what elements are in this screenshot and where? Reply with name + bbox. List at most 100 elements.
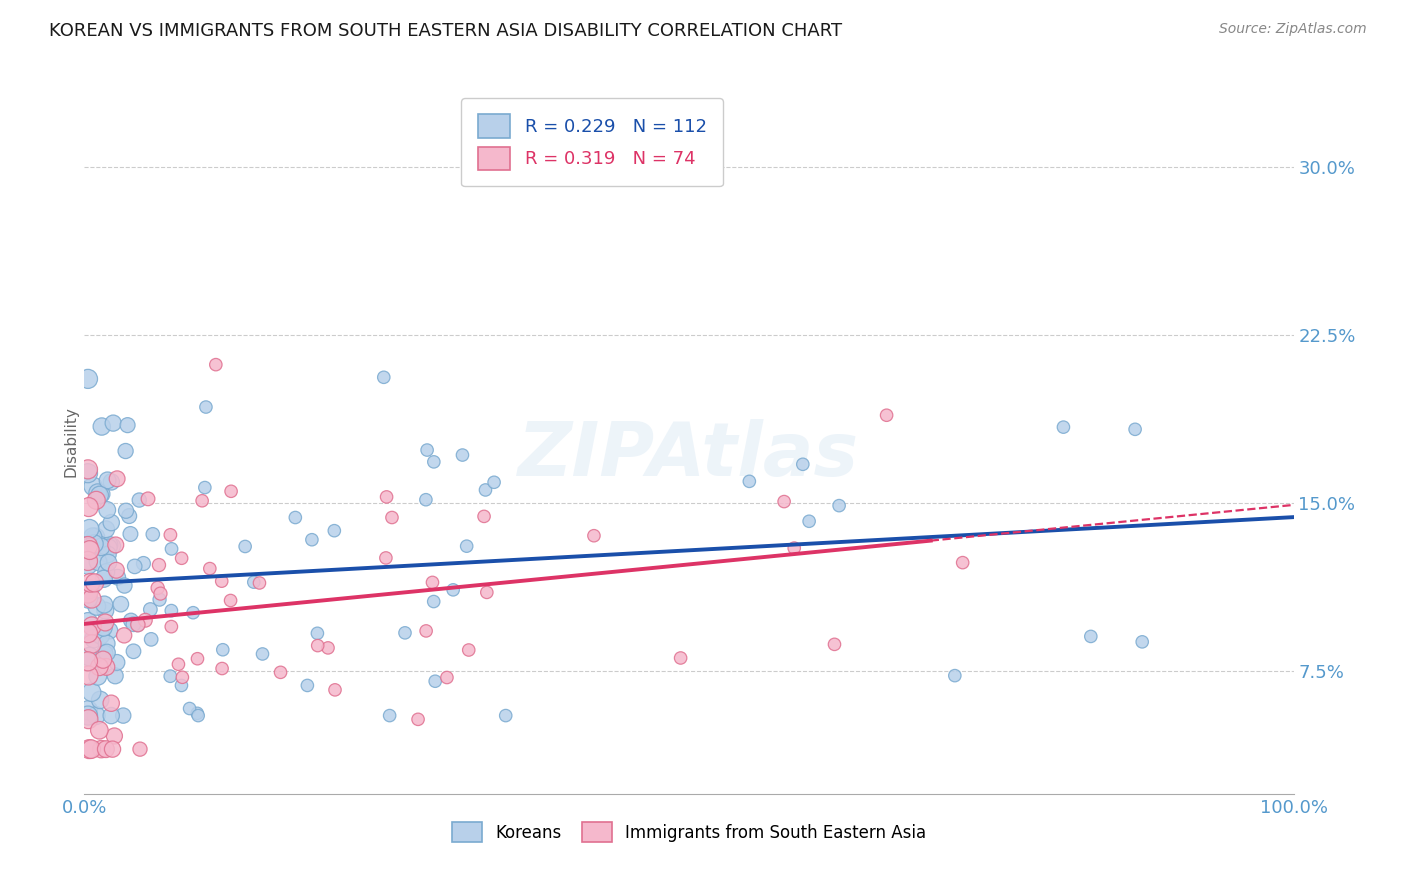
Point (136, 491, 159, 506)
Point (87, 555, 110, 569)
Point (100, 475, 122, 489)
Point (90, 487, 112, 501)
Point (582, 529, 605, 543)
Point (89, 488, 111, 502)
Point (101, 539, 124, 553)
Point (374, 550, 396, 565)
Point (211, 574, 233, 589)
Point (323, 524, 346, 538)
Point (94, 615, 117, 630)
Point (83, 537, 105, 551)
Point (416, 443, 439, 458)
Point (77, 703, 100, 717)
Point (456, 539, 478, 553)
Point (77, 626, 100, 640)
Point (270, 665, 292, 680)
Point (186, 651, 208, 665)
Point (1130, 635, 1153, 649)
Point (105, 656, 128, 670)
Point (77, 708, 100, 723)
Point (149, 586, 172, 600)
Text: ZIPAtlas: ZIPAtlas (519, 419, 859, 492)
Point (93, 647, 115, 661)
Point (77, 586, 100, 600)
Point (115, 504, 138, 518)
Y-axis label: Disability: Disability (63, 406, 79, 477)
Point (77, 372, 100, 386)
Text: Source: ZipAtlas.com: Source: ZipAtlas.com (1219, 22, 1367, 37)
Point (86, 599, 108, 614)
Point (316, 640, 339, 655)
Point (415, 624, 437, 638)
Point (97, 556, 120, 570)
Point (252, 647, 274, 661)
Point (82, 530, 104, 544)
Point (792, 457, 814, 471)
Point (79, 649, 101, 664)
Point (112, 628, 135, 642)
Point (104, 669, 127, 683)
Point (297, 678, 319, 692)
Point (77, 500, 100, 514)
Point (738, 475, 761, 489)
Point (179, 701, 201, 715)
Point (436, 671, 458, 685)
Point (233, 540, 256, 554)
Point (160, 541, 183, 556)
Point (96, 473, 118, 487)
Point (219, 484, 242, 499)
Point (84, 708, 107, 723)
Point (373, 370, 395, 384)
Point (79, 543, 101, 558)
Point (187, 708, 209, 723)
Point (101, 742, 124, 756)
Point (134, 613, 156, 627)
Point (381, 510, 404, 524)
Point (83, 632, 105, 646)
Point (96, 565, 118, 579)
Point (77, 466, 100, 480)
Point (191, 493, 214, 508)
Point (84, 493, 107, 508)
Point (952, 556, 974, 570)
Point (96, 636, 118, 650)
Point (77, 742, 100, 756)
Point (100, 516, 122, 530)
Point (323, 682, 346, 697)
Point (142, 527, 165, 541)
Point (103, 416, 125, 430)
Point (451, 448, 474, 462)
Point (82, 479, 104, 493)
Point (83, 575, 105, 590)
Point (103, 729, 125, 743)
Point (194, 400, 217, 414)
Point (301, 533, 323, 547)
Point (669, 651, 692, 665)
Point (105, 563, 128, 577)
Point (828, 499, 851, 513)
Point (98, 538, 121, 552)
Point (406, 712, 429, 726)
Point (211, 642, 233, 657)
Point (181, 606, 204, 620)
Point (219, 593, 242, 607)
Point (77, 668, 100, 682)
Point (98, 624, 121, 638)
Point (415, 492, 437, 507)
Point (100, 696, 122, 710)
Point (876, 409, 898, 423)
Point (117, 418, 139, 433)
Point (773, 494, 796, 508)
Point (96, 646, 118, 660)
Point (194, 481, 217, 495)
Point (128, 493, 150, 508)
Point (105, 472, 128, 486)
Point (943, 668, 966, 682)
Point (89, 693, 111, 707)
Point (96, 660, 118, 674)
Point (84, 530, 107, 544)
Point (170, 678, 193, 692)
Point (423, 455, 446, 469)
Point (148, 558, 170, 572)
Text: KOREAN VS IMMIGRANTS FROM SOUTH EASTERN ASIA DISABILITY CORRELATION CHART: KOREAN VS IMMIGRANTS FROM SOUTH EASTERN … (49, 22, 842, 40)
